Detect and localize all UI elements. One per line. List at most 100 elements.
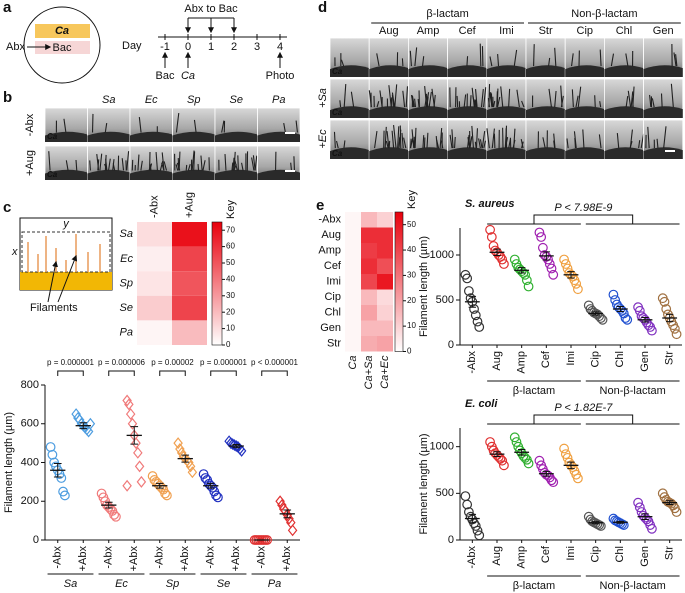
filament: [474, 141, 477, 149]
y-tick-label: 0: [448, 339, 454, 351]
error-bar: [53, 462, 62, 478]
colony-edge: [604, 147, 644, 159]
error-bar: [232, 443, 241, 449]
point: [548, 269, 559, 280]
filament: [398, 137, 401, 149]
filament: [548, 57, 551, 67]
filament: [616, 133, 620, 149]
colony-edge: [369, 147, 409, 159]
colony-edge: [565, 65, 605, 77]
colorbar-tick-label: 30: [407, 271, 416, 280]
filament: [500, 86, 504, 108]
heat-cell: [361, 336, 377, 352]
x-tick-label: Cef: [540, 350, 552, 368]
y-tick-label: 400: [21, 456, 39, 468]
label: Ca: [181, 70, 195, 82]
colorbar-tick-label: 0: [226, 340, 231, 349]
filament: [435, 136, 438, 149]
heat-cell: [345, 336, 361, 352]
point: [592, 309, 603, 320]
filament: [675, 54, 678, 67]
error-bar: [493, 248, 501, 256]
row-label: Str: [327, 338, 341, 350]
filament: [594, 95, 596, 108]
colorbar-tick-label: 10: [226, 324, 235, 333]
row-label: Sp: [120, 277, 133, 289]
colony-edge: [486, 65, 526, 77]
heat-cell: [361, 227, 377, 243]
x-tick-label: -Abx: [205, 546, 217, 569]
panel-label: e: [316, 197, 324, 214]
arrow: [57, 254, 78, 303]
p-value: p = 0.00002: [151, 358, 194, 367]
filament: [428, 91, 432, 108]
filament: [379, 90, 383, 108]
colony-edge: [172, 169, 215, 180]
filament: [630, 91, 634, 108]
point: [280, 504, 291, 517]
filament: [138, 117, 142, 133]
x-tick-label: -Abx: [103, 546, 115, 569]
point: [499, 259, 509, 269]
group-label: Pa: [268, 578, 281, 590]
point: [472, 525, 483, 536]
colony-edge: [330, 65, 370, 77]
point: [559, 254, 569, 265]
colony-edge: [526, 106, 566, 118]
point: [608, 289, 619, 300]
filament: [463, 94, 467, 108]
point: [282, 508, 293, 521]
filament: [178, 151, 181, 171]
label: Sp: [187, 94, 200, 106]
point: [509, 432, 520, 443]
row-label: Cef: [324, 260, 342, 272]
point: [620, 313, 631, 323]
filament: [449, 134, 453, 149]
filament: [224, 154, 227, 171]
point: [136, 475, 147, 488]
point: [548, 477, 559, 488]
column-label: Ca+Ec: [379, 355, 391, 389]
colony-edge: [604, 106, 644, 118]
filament: [391, 130, 395, 149]
filament: [414, 98, 417, 108]
heat-cell: [137, 222, 172, 247]
filament: [673, 52, 677, 67]
x-tick-label: Imi: [565, 546, 577, 561]
label: +Sa: [317, 88, 329, 108]
error-bar: [468, 513, 477, 524]
filament: [193, 119, 197, 133]
heat-cell: [172, 246, 207, 272]
filament: [508, 88, 511, 108]
point: [472, 316, 483, 327]
point: [485, 224, 495, 235]
label: β-lactam: [426, 8, 468, 20]
scale-bar: [665, 150, 675, 152]
filament: [439, 128, 443, 149]
heat-cell: [377, 243, 393, 259]
column-label: Ca: [347, 356, 359, 370]
point: [131, 437, 141, 450]
colony-edge: [604, 65, 644, 77]
colorbar-tick-label: 50: [226, 258, 235, 267]
filament: [343, 140, 346, 149]
filament: [252, 155, 256, 171]
filament: [599, 101, 602, 108]
colorbar-tick-label: 20: [226, 307, 235, 316]
filament: [513, 49, 518, 67]
point: [546, 263, 557, 274]
filament: [483, 87, 487, 108]
heat-cell: [137, 246, 172, 272]
filament: [343, 84, 347, 108]
heat-cell: [172, 271, 207, 296]
x-tick-label: Cip: [590, 546, 602, 563]
filament: [293, 156, 295, 171]
error-bar: [641, 513, 649, 520]
heat-cell: [377, 258, 393, 274]
label: Ca: [332, 108, 343, 117]
filament: [424, 85, 428, 108]
point: [462, 499, 473, 510]
colony-edge: [215, 131, 258, 142]
filament: [656, 138, 659, 149]
group-label: β-lactam: [513, 580, 555, 592]
